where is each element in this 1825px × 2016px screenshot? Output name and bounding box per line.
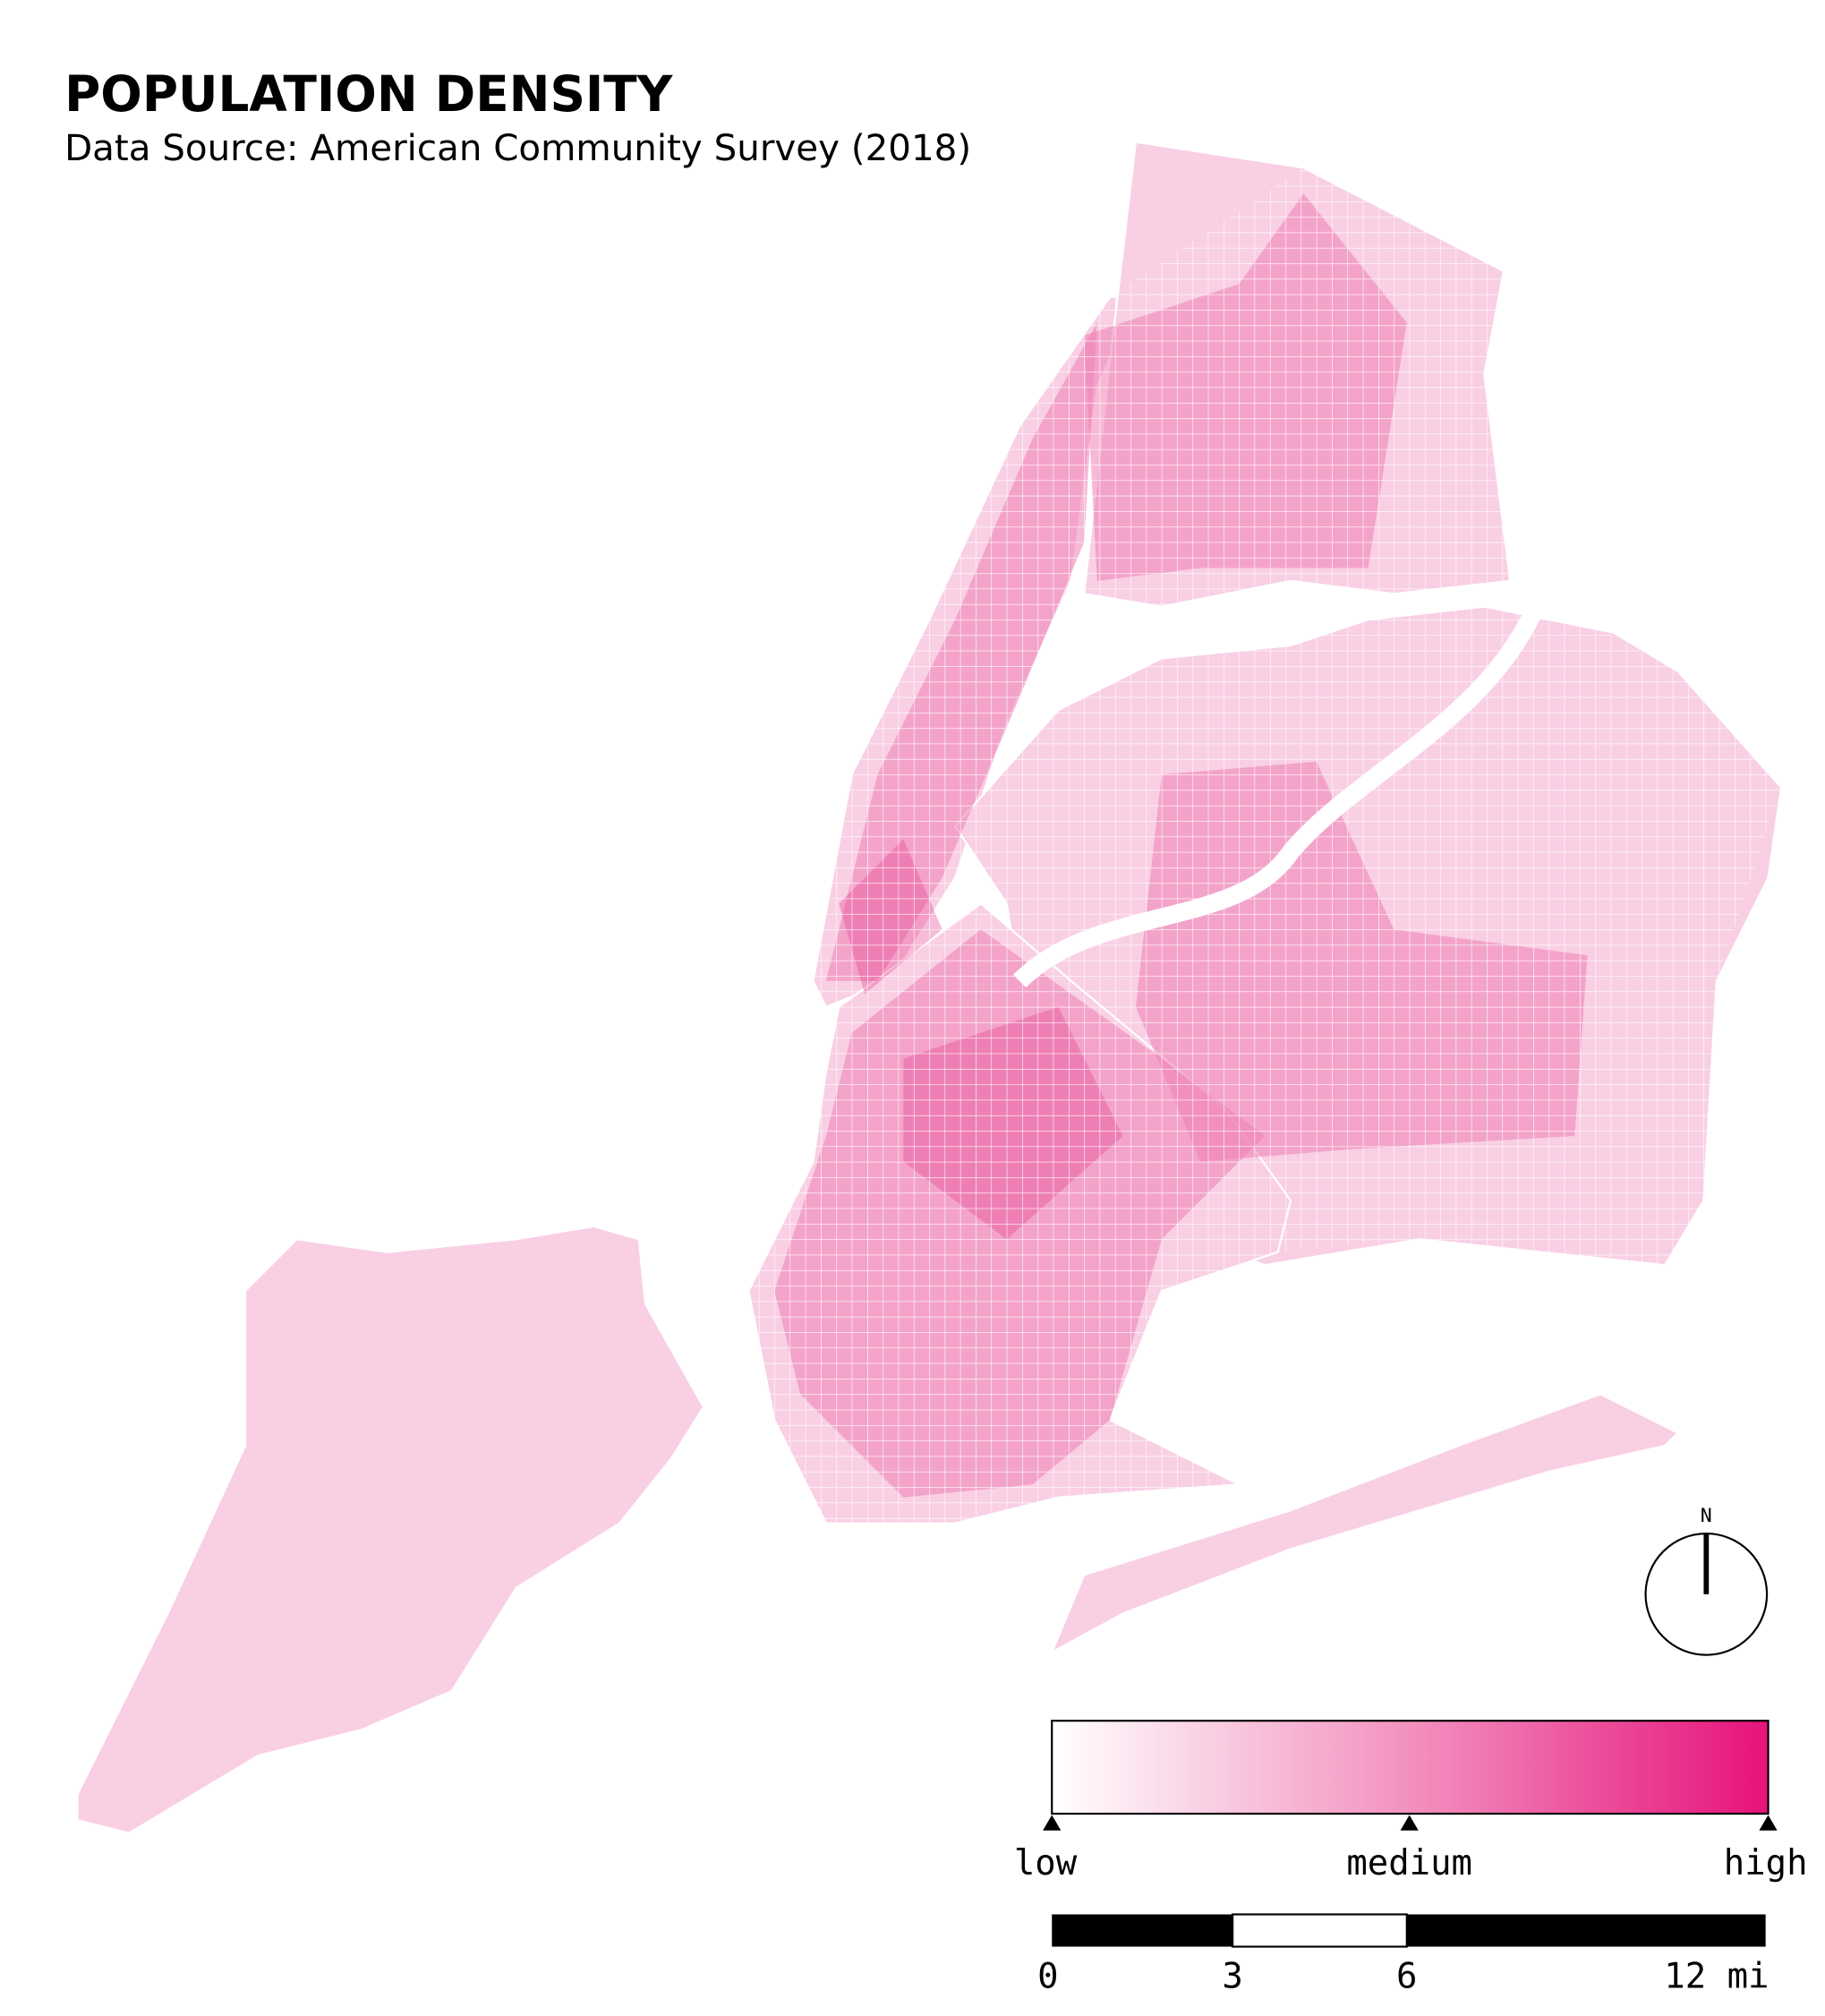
subtitle: Data Source: American Community Survey (… [64,127,971,169]
legend-gradient [1051,1720,1770,1815]
scale-segment [1232,1913,1408,1948]
boroughs [76,141,1783,1834]
north-label: N [1701,1505,1712,1527]
legend-label: low [1014,1843,1078,1884]
jamaica-bay [1239,1298,1601,1415]
scale-label: 12 mi [1664,1957,1769,1997]
scale-label: 0 [1037,1957,1058,1997]
scale-bar: 0 3 6 12 mi [1037,1913,1769,1997]
legend-tick [1400,1815,1419,1831]
block-lines [748,167,1781,1524]
river [1013,602,1545,988]
scale-label: 3 [1222,1957,1242,1997]
legend-label: high [1724,1843,1808,1884]
north-arrow: N [1644,1505,1769,1656]
legend-tick [1759,1815,1778,1831]
staten-island [76,1225,705,1834]
rockaway [1050,1393,1680,1655]
title: POPULATION DENSITY [64,65,674,123]
legend-label: medium [1346,1843,1472,1884]
scale-segment [1406,1914,1766,1947]
map-content: POPULATION DENSITY Data Source: American… [64,65,1807,1997]
legend: low medium high [1014,1720,1808,1884]
scale-segment [1052,1914,1233,1947]
legend-tick [1043,1815,1062,1831]
scale-label: 6 [1396,1957,1417,1997]
